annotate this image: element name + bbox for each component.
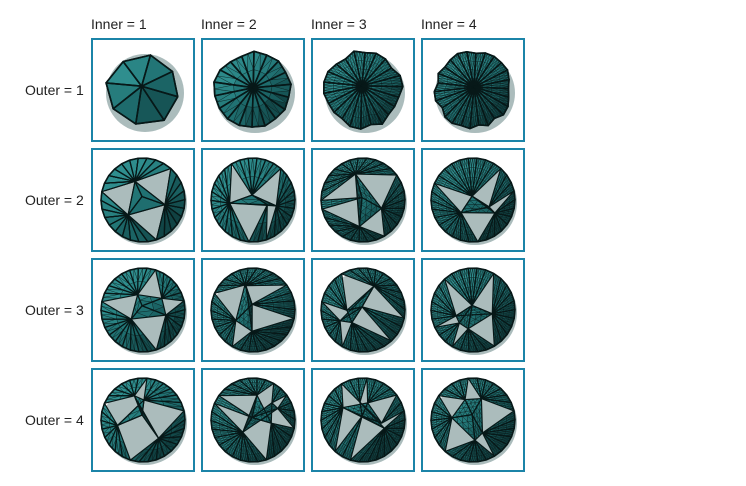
column-label-inner-3: Inner = 3 <box>311 16 367 32</box>
tessellated-sphere-icon <box>100 377 187 465</box>
cell-outer-2-inner-2 <box>201 148 305 252</box>
cell-outer-1-inner-2 <box>201 38 305 142</box>
column-label-inner-4: Inner = 4 <box>421 16 477 32</box>
cell-outer-2-inner-3 <box>311 148 415 252</box>
column-label-inner-1: Inner = 1 <box>91 16 147 32</box>
cell-outer-4-inner-3 <box>311 368 415 472</box>
cell-outer-3-inner-1 <box>91 258 195 362</box>
cell-outer-2-inner-1 <box>91 148 195 252</box>
row-label-outer-1: Outer = 1 <box>25 82 84 98</box>
tessellated-sphere-icon <box>210 267 297 355</box>
cell-outer-3-inner-4 <box>421 258 525 362</box>
tessellated-sphere-icon <box>210 157 297 245</box>
tessellated-sphere-icon <box>430 267 517 355</box>
row-label-outer-2: Outer = 2 <box>25 192 84 208</box>
tessellated-sphere-icon <box>105 54 184 132</box>
tessellated-sphere-icon <box>430 157 517 245</box>
tessellated-sphere-icon <box>430 377 517 465</box>
tessellated-sphere-icon <box>433 50 515 133</box>
tessellated-sphere-icon <box>100 157 187 245</box>
cell-outer-2-inner-4 <box>421 148 525 252</box>
row-label-outer-4: Outer = 4 <box>25 412 84 428</box>
cell-outer-4-inner-4 <box>421 368 525 472</box>
tessellated-sphere-icon <box>213 50 295 133</box>
cell-outer-1-inner-4 <box>421 38 525 142</box>
cell-outer-1-inner-3 <box>311 38 415 142</box>
cell-outer-4-inner-2 <box>201 368 305 472</box>
row-label-outer-3: Outer = 3 <box>25 302 84 318</box>
tessellated-sphere-icon <box>100 267 187 355</box>
cell-outer-4-inner-1 <box>91 368 195 472</box>
tessellated-sphere-icon <box>320 377 407 465</box>
cell-outer-3-inner-3 <box>311 258 415 362</box>
cell-outer-3-inner-2 <box>201 258 305 362</box>
tessellated-sphere-icon <box>320 267 407 355</box>
tessellated-sphere-icon <box>210 377 297 465</box>
column-label-inner-2: Inner = 2 <box>201 16 257 32</box>
tessellated-sphere-icon <box>320 157 407 245</box>
cell-outer-1-inner-1 <box>91 38 195 142</box>
tessellated-sphere-icon <box>323 50 405 133</box>
